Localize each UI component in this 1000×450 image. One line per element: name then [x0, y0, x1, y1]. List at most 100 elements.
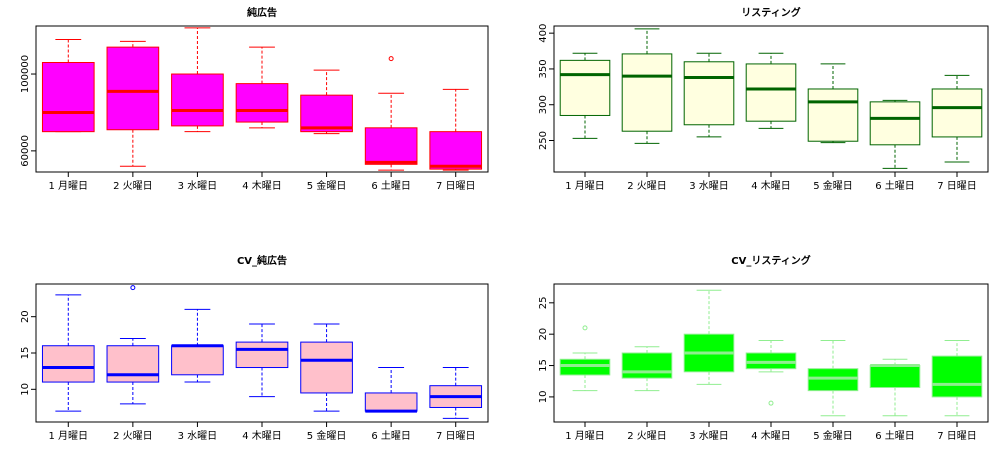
box-6: [364, 367, 418, 413]
x-tick-label: 1 月曜日: [49, 180, 89, 192]
box-1: [41, 294, 95, 412]
box-iqr: [869, 365, 921, 388]
box-5: [300, 323, 353, 412]
y-tick-label: 20: [538, 328, 549, 341]
box-iqr: [621, 352, 673, 379]
x-tick-label: 1 月曜日: [565, 430, 605, 442]
x-tick-label: 1 月曜日: [565, 180, 605, 192]
x-tick-label: 5 金曜日: [813, 429, 853, 442]
x-tick-label: 6 土曜日: [371, 179, 411, 192]
box-iqr: [559, 358, 611, 376]
y-tick-label: 15: [538, 359, 549, 372]
y-tick-label: 10: [20, 383, 31, 396]
chart-panel-2: リスティング 250 300 350 400 1 月曜日 2 火曜日 3 水曜日 4 木曜日 5 …: [538, 6, 989, 192]
x-tick-label: 3 水曜日: [689, 180, 729, 192]
outlier-point: [388, 56, 394, 62]
box-2: [106, 285, 160, 405]
y-tick-label: 400: [538, 24, 549, 43]
box-iqr: [807, 88, 859, 142]
x-tick-label: 4 木曜日: [751, 430, 791, 442]
box-4: [235, 46, 289, 129]
box-iqr: [364, 392, 418, 412]
box-iqr: [106, 46, 160, 131]
box-iqr: [171, 345, 224, 376]
box-iqr: [745, 352, 797, 370]
x-tick-label: 6 土曜日: [875, 429, 915, 442]
box-1: [559, 52, 611, 139]
y-tick-label: 20: [20, 310, 31, 323]
x-tick-label: 2 火曜日: [113, 430, 153, 442]
x-tick-label: 5 金曜日: [307, 429, 347, 442]
box-3: [683, 52, 735, 138]
x-tick-label: 2 火曜日: [627, 180, 667, 192]
x-tick-label: 2 火曜日: [113, 180, 153, 192]
y-tick-label: 250: [538, 131, 549, 150]
box-6: [869, 358, 921, 417]
x-tick-label: 4 木曜日: [242, 430, 282, 442]
x-tick-label: 3 水曜日: [178, 430, 218, 442]
x-tick-label: 6 土曜日: [875, 179, 915, 192]
box-2: [621, 346, 673, 392]
box-7: [931, 339, 983, 417]
box-4: [235, 323, 289, 398]
chart-title: CV_リスティング: [731, 254, 810, 267]
y-tick-label: 350: [538, 59, 549, 78]
box-iqr: [429, 131, 483, 170]
chart-title: 純広告: [247, 6, 277, 19]
box-1: [41, 38, 95, 133]
y-tick-label: 300: [538, 95, 549, 114]
x-tick-label: 7 日曜日: [436, 430, 476, 442]
x-tick-label: 4 木曜日: [751, 180, 791, 192]
x-tick-label: 1 月曜日: [49, 430, 89, 442]
box-iqr: [300, 94, 353, 133]
chart-panel-1: 純広告 60000 100000 1 月曜日 2 火曜日 3 水曜日 4 木曜日 5 金曜日 6…: [20, 6, 489, 192]
chart-title: CV_純広告: [237, 254, 287, 267]
box-iqr: [41, 345, 95, 383]
x-tick-label: 5 金曜日: [307, 179, 347, 192]
box-7: [931, 74, 983, 163]
box-5: [300, 69, 353, 135]
x-tick-label: 5 金曜日: [813, 179, 853, 192]
box-iqr: [559, 59, 611, 116]
y-tick-label: 15: [20, 347, 31, 360]
x-tick-label: 3 水曜日: [689, 430, 729, 442]
box-5: [807, 63, 859, 144]
box-iqr: [807, 368, 859, 392]
x-tick-label: 6 土曜日: [371, 429, 411, 442]
box-4: [745, 339, 797, 406]
box-3: [683, 289, 735, 385]
box-4: [745, 52, 797, 129]
box-2: [106, 40, 160, 167]
box-3: [171, 308, 224, 383]
box-iqr: [41, 62, 95, 133]
box-7: [429, 88, 483, 171]
outlier-point: [768, 400, 774, 406]
box-iqr: [931, 355, 983, 398]
box-iqr: [235, 341, 289, 369]
outlier-point: [130, 285, 136, 291]
box-iqr: [364, 127, 418, 165]
box-5: [807, 339, 859, 417]
box-iqr: [869, 101, 921, 146]
chart-panel-4: CV_リスティング 10 15 20 25 1 月曜日 2 火曜日 3 水曜日 4 木曜日 5 金…: [538, 254, 989, 442]
x-tick-label: 2 火曜日: [627, 430, 667, 442]
box-iqr: [621, 53, 673, 132]
y-tick-label: 60000: [20, 135, 31, 167]
box-3: [171, 27, 224, 133]
x-tick-label: 3 水曜日: [178, 180, 218, 192]
box-7: [429, 367, 483, 419]
chart-panel-3: CV_純広告 10 15 20 1 月曜日 2 火曜日 3 水曜日 4 木曜日 5 金曜日 6 土…: [20, 254, 489, 442]
y-tick-label: 25: [538, 296, 549, 309]
y-tick-label: 100000: [20, 55, 31, 93]
box-2: [621, 28, 673, 144]
y-tick-label: 10: [538, 391, 549, 404]
box-6: [364, 56, 418, 171]
box-iqr: [300, 341, 353, 394]
box-iqr: [931, 88, 983, 138]
box-iqr: [106, 345, 160, 383]
box-iqr: [235, 83, 289, 123]
box-iqr: [745, 63, 797, 122]
x-tick-label: 7 日曜日: [937, 430, 977, 442]
